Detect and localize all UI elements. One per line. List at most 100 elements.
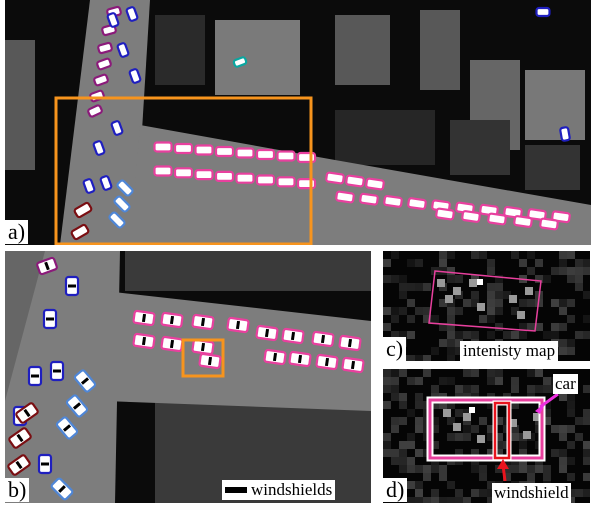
- intensity-cell: [463, 369, 471, 377]
- intensity-cell: [383, 441, 391, 449]
- car-box: [173, 167, 194, 179]
- car-box: [551, 210, 571, 224]
- intensity-cell: [463, 433, 471, 441]
- intensity-cell: [511, 401, 519, 409]
- windshield-mark: [272, 352, 278, 362]
- intensity-cell: [567, 267, 575, 275]
- intensity-cell: [567, 409, 575, 417]
- intensity-cell: [455, 497, 463, 503]
- intensity-cell: [519, 449, 527, 457]
- intensity-cell: [415, 417, 423, 425]
- zoom-region-box: [181, 338, 225, 378]
- car-pink: [194, 144, 214, 156]
- intensity-cell: [391, 251, 399, 259]
- car-pink: [551, 210, 571, 224]
- intensity-cell: [575, 489, 583, 497]
- intensity-cell: [383, 377, 391, 385]
- intensity-cell: [567, 473, 575, 481]
- building-block: [5, 40, 35, 170]
- car-pink: [160, 311, 184, 329]
- intensity-cell: [511, 251, 519, 259]
- intensity-cell: [559, 259, 567, 267]
- intensity-cell: [567, 339, 575, 347]
- car-box: [194, 144, 214, 156]
- intensity-cell: [415, 489, 423, 497]
- intensity-cell: [567, 347, 575, 355]
- intensity-cell: [487, 315, 495, 323]
- intensity-cell-bright: [509, 295, 517, 303]
- building-block: [450, 120, 510, 175]
- intensity-cell: [495, 283, 503, 291]
- intensity-cell: [519, 465, 527, 473]
- intensity-cell: [519, 259, 527, 267]
- car-purple: [87, 104, 103, 118]
- intensity-cell: [559, 323, 567, 331]
- intensity-cell: [423, 315, 431, 323]
- panel-c-label: c): [383, 337, 407, 361]
- intensity-cell-bright: [453, 287, 461, 295]
- windshield-mark: [347, 338, 353, 348]
- car-box: [87, 104, 103, 118]
- car-pink: [288, 350, 312, 368]
- intensity-cell: [495, 307, 503, 315]
- windshield-arrow-head: [497, 459, 509, 469]
- intensity-cell: [479, 473, 487, 481]
- car-dark-red: [7, 454, 31, 476]
- car-box: [407, 197, 427, 211]
- car-box: [335, 190, 355, 204]
- car-purple: [36, 256, 58, 276]
- intensity-cell: [519, 441, 527, 449]
- car-pink: [191, 338, 215, 356]
- intensity-cell: [543, 473, 551, 481]
- intensity-cell-bright: [477, 303, 485, 311]
- windshield-mark: [169, 315, 175, 325]
- intensity-cell: [447, 275, 455, 283]
- intensity-cell: [559, 433, 567, 441]
- panel-d-label: d): [383, 478, 408, 502]
- intensity-cell: [439, 473, 447, 481]
- building-block: [155, 15, 205, 85]
- intensity-cell: [399, 441, 407, 449]
- intensity-cell: [535, 259, 543, 267]
- panel-a-scene: [5, 0, 591, 245]
- car-blue: [99, 175, 113, 191]
- intensity-cell: [391, 377, 399, 385]
- intensity-cell: [503, 473, 511, 481]
- windshield-mark: [53, 369, 61, 373]
- car-pink: [345, 174, 365, 188]
- intensity-cell: [583, 259, 590, 267]
- car-box: [82, 178, 96, 194]
- intensity-cell: [407, 315, 415, 323]
- car-pink: [281, 327, 305, 345]
- intensity-cell: [431, 465, 439, 473]
- windshield-mark: [31, 374, 39, 378]
- intensity-cell: [487, 497, 495, 503]
- car-box: [365, 177, 385, 191]
- car-pink: [214, 170, 235, 182]
- car-dark-red: [8, 427, 32, 449]
- car-box: [461, 210, 481, 223]
- intensity-cell: [471, 369, 479, 377]
- car-blue: [116, 42, 130, 58]
- car-box: [487, 212, 507, 226]
- intensity-cell: [575, 433, 583, 441]
- car-pink: [235, 147, 255, 159]
- car-box: [527, 208, 547, 222]
- car-box: [93, 73, 109, 87]
- intensity-cell: [447, 331, 455, 339]
- panel-c-intensity-map: [383, 251, 590, 361]
- intensity-cell: [439, 339, 447, 347]
- intensity-cell: [455, 339, 463, 347]
- intensity-cell: [383, 307, 391, 315]
- intensity-cell: [519, 331, 527, 339]
- intensity-cell: [495, 323, 503, 331]
- intensity-cell: [455, 275, 463, 283]
- windshield-mark: [58, 485, 66, 493]
- intensity-cell: [487, 425, 495, 433]
- intensity-cell: [463, 497, 471, 503]
- intensity-cell: [583, 449, 590, 457]
- car-light-blue: [113, 195, 131, 213]
- intensity-cell: [407, 433, 415, 441]
- intensity-cell-bright: [443, 409, 451, 417]
- car-pink: [276, 150, 296, 162]
